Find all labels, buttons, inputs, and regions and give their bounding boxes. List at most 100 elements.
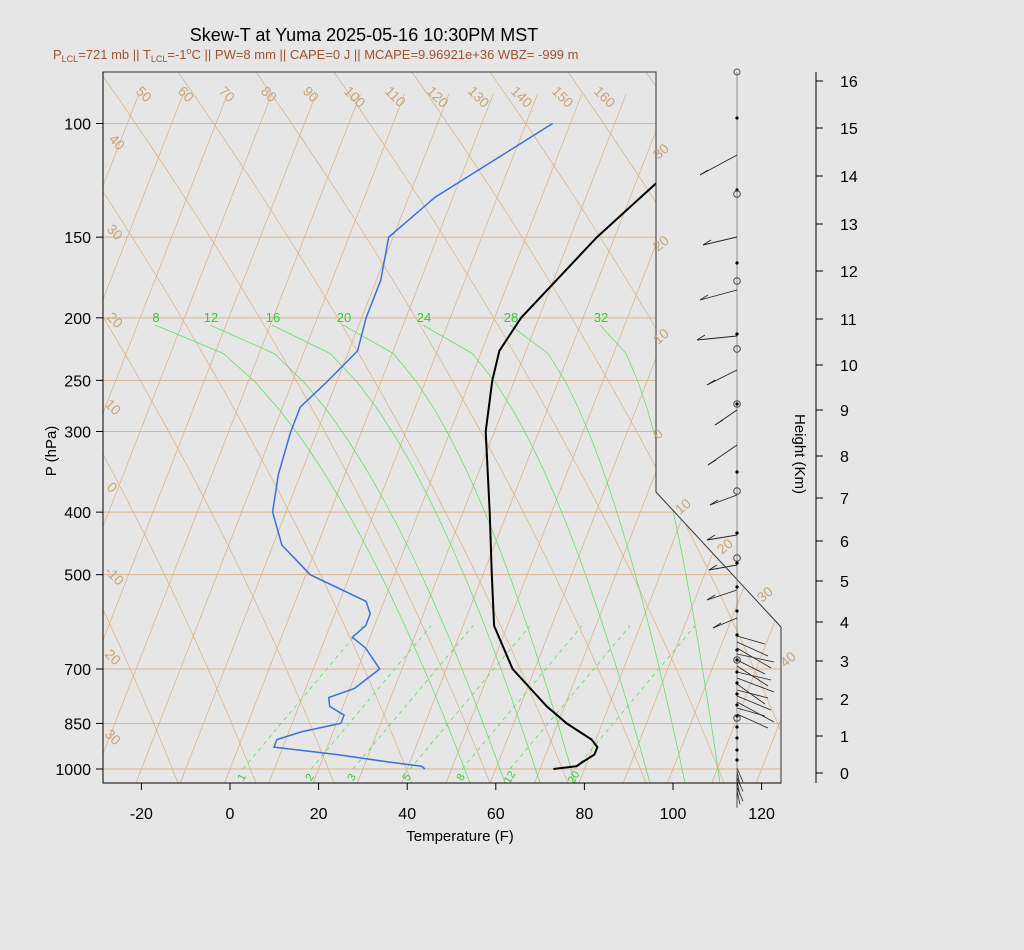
wind-barb bbox=[736, 677, 775, 693]
isotherm bbox=[103, 93, 228, 783]
wind-barb bbox=[709, 494, 738, 506]
wind-barb bbox=[706, 589, 738, 601]
wind-dot bbox=[735, 725, 739, 729]
wind-barb bbox=[706, 534, 738, 541]
isotherm bbox=[268, 93, 538, 783]
isotherm bbox=[711, 93, 781, 783]
wind-barb-feather bbox=[709, 499, 719, 506]
dry-adiabat-label: 40 bbox=[777, 648, 799, 670]
wind-barb bbox=[736, 707, 766, 717]
y-axis-label: P (hPa) bbox=[43, 426, 60, 477]
wind-dot bbox=[735, 736, 739, 740]
moist-adiabat bbox=[599, 324, 721, 783]
mixing-ratio-label: 3 bbox=[345, 772, 358, 783]
mixing-ratio-label: 20 bbox=[566, 769, 583, 786]
dry-adiabat-label: 30 bbox=[754, 583, 776, 605]
isotherm-label: -10 bbox=[102, 563, 128, 589]
wind-dot bbox=[735, 692, 739, 696]
wind-dot bbox=[735, 585, 739, 589]
chart-subtitle: PLCL=721 mb || TLCL=-1oC || PW=8 mm || C… bbox=[53, 46, 578, 64]
isotherm bbox=[357, 93, 627, 783]
isotherm-label: 20 bbox=[104, 309, 126, 331]
dry-adiabat bbox=[411, 72, 781, 783]
isotherm-label: 150 bbox=[549, 83, 577, 111]
wind-barb bbox=[736, 695, 772, 711]
wind-barb bbox=[736, 767, 744, 783]
x-tick-label: 60 bbox=[487, 806, 505, 823]
height-tick-label: 12 bbox=[840, 264, 858, 281]
isotherm bbox=[889, 94, 1024, 783]
background-grid bbox=[0, 72, 1024, 783]
isotherm bbox=[490, 93, 760, 783]
y-tick-label: 100 bbox=[64, 117, 91, 134]
y-tick-label: 150 bbox=[64, 230, 91, 247]
mixing-ratio-label: 8 bbox=[152, 310, 159, 325]
mixing-ratio-label: 8 bbox=[454, 772, 467, 783]
dry-adiabat bbox=[255, 72, 647, 783]
moist-adiabat bbox=[154, 324, 471, 783]
x-tick-label: 80 bbox=[576, 806, 594, 823]
wind-barb bbox=[702, 236, 738, 246]
wind-dot bbox=[735, 116, 739, 120]
wind-marker bbox=[733, 68, 741, 76]
wind-barb-feather bbox=[706, 594, 716, 601]
wind-barb-feather bbox=[699, 294, 709, 301]
isotherm-label: 120 bbox=[424, 83, 452, 111]
wind-dot bbox=[735, 633, 739, 637]
height-tick-label: 6 bbox=[840, 534, 849, 551]
wind-barb bbox=[736, 701, 775, 723]
mixing-ratio-label: 16 bbox=[266, 310, 280, 325]
isotherm bbox=[103, 93, 317, 783]
wind-ring bbox=[733, 656, 741, 664]
y-tick-label: 250 bbox=[64, 373, 91, 390]
dewpoint-line bbox=[271, 122, 553, 770]
height-tick-label: 8 bbox=[840, 449, 849, 466]
x-tick-label: -20 bbox=[130, 806, 153, 823]
isotherm bbox=[224, 93, 494, 783]
wind-barb bbox=[706, 369, 738, 386]
dry-adiabat bbox=[103, 72, 413, 783]
height-tick-label: 5 bbox=[840, 574, 849, 591]
wind-dot bbox=[735, 332, 739, 336]
dry-adiabat bbox=[333, 72, 725, 783]
x-tick-label: 20 bbox=[310, 806, 328, 823]
isotherm bbox=[135, 93, 406, 783]
mixing-ratio-label: 32 bbox=[594, 310, 608, 325]
wind-barb bbox=[736, 713, 769, 729]
mixing-ratio-line bbox=[409, 625, 531, 770]
isotherm bbox=[103, 93, 273, 783]
mixing-ratio-label: 24 bbox=[417, 310, 431, 325]
mixing-ratio-label: 12 bbox=[502, 769, 519, 786]
wind-dot bbox=[735, 531, 739, 535]
wind-dot bbox=[735, 748, 739, 752]
wind-ring bbox=[733, 190, 741, 198]
isotherm-label: 60 bbox=[175, 83, 197, 105]
wind-dot bbox=[735, 758, 739, 762]
isotherm-label: 30 bbox=[102, 726, 124, 748]
y-tick-label: 700 bbox=[64, 662, 91, 679]
isotherm bbox=[103, 93, 184, 783]
y-tick-label: 400 bbox=[64, 505, 91, 522]
x-tick-label: 100 bbox=[660, 806, 687, 823]
dry-adiabat bbox=[103, 72, 335, 783]
dry-adiabat bbox=[103, 72, 179, 783]
dry-adiabat-label: 10 bbox=[672, 495, 694, 517]
height-tick-label: 10 bbox=[840, 358, 858, 375]
wind-dot bbox=[735, 470, 739, 474]
x-tick-label: 40 bbox=[398, 806, 416, 823]
temperature-line bbox=[484, 122, 727, 770]
wind-dot bbox=[735, 261, 739, 265]
wind-ring bbox=[733, 277, 741, 285]
wind-barb bbox=[712, 617, 738, 629]
isotherm-label: 10 bbox=[102, 396, 124, 418]
dry-adiabat bbox=[802, 72, 1024, 783]
wind-barb bbox=[696, 335, 738, 341]
isotherm bbox=[0, 94, 6, 783]
mixing-ratio-line bbox=[310, 625, 432, 770]
wind-barb bbox=[736, 653, 775, 663]
dry-adiabat bbox=[567, 72, 781, 783]
isotherm bbox=[667, 93, 781, 783]
isotherm-label: 100 bbox=[341, 83, 369, 111]
isotherm-label: 140 bbox=[508, 83, 536, 111]
